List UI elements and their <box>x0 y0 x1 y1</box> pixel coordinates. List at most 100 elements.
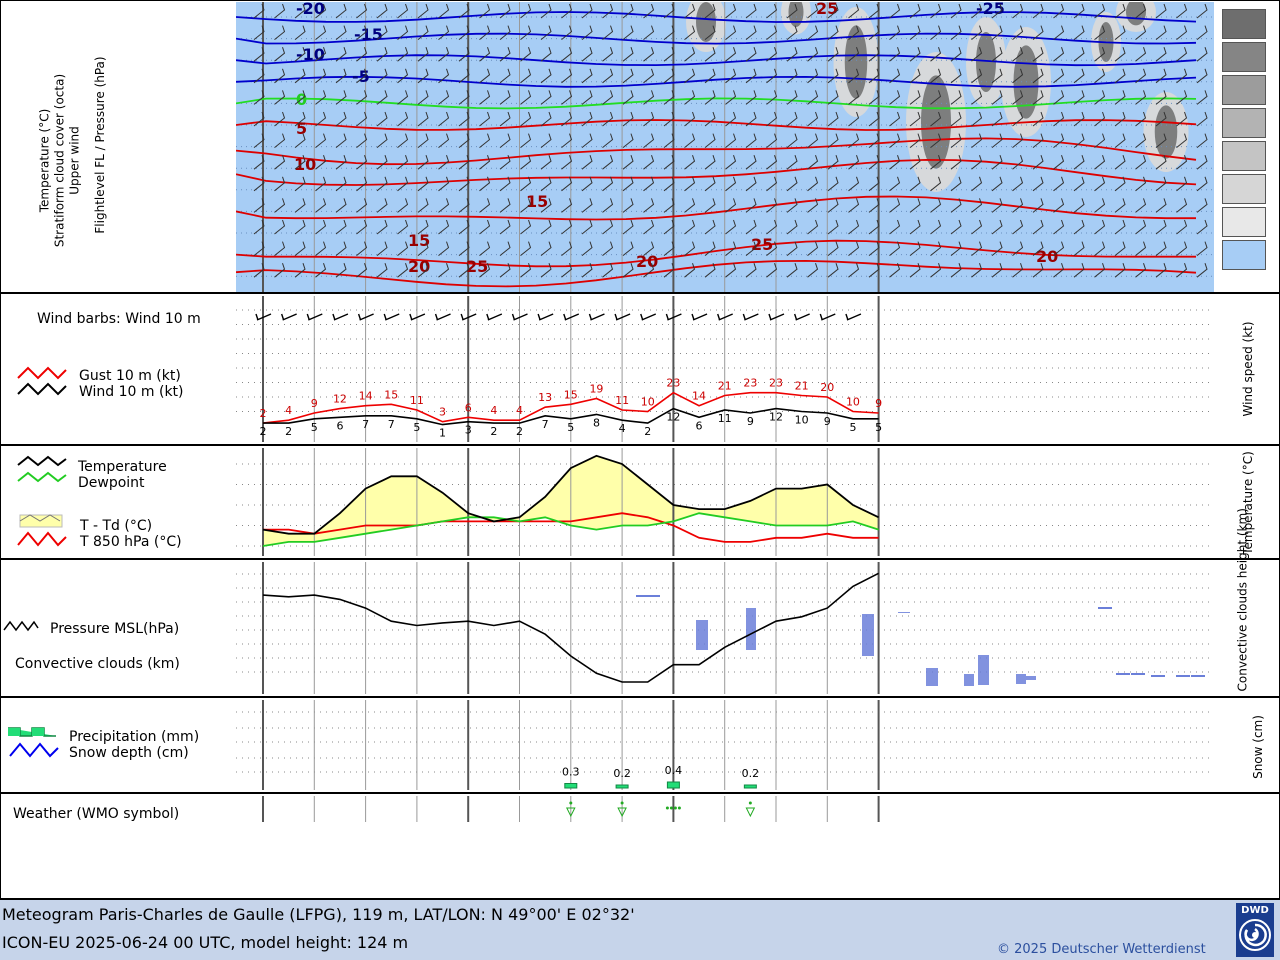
upper-wind-barb <box>356 47 368 62</box>
cloud-legend-box <box>1222 207 1266 237</box>
upper-wind-barb <box>479 47 491 62</box>
upper-wind-barb <box>663 176 675 192</box>
upper-wind-barb <box>602 176 614 192</box>
wind-data-label: 10 <box>795 414 809 427</box>
upper-wind-barb <box>991 47 1003 62</box>
surface-wind-barb <box>332 313 349 321</box>
pressure-chart <box>236 562 1214 694</box>
upper-wind-barb <box>1012 176 1024 192</box>
cloud-core <box>1154 105 1178 159</box>
gust-data-label: 11 <box>615 394 629 407</box>
upper-wind-barb <box>663 198 675 213</box>
upper-wind-barb <box>1073 241 1085 256</box>
upper-wind-barb <box>1196 176 1208 192</box>
wind-data-label: 5 <box>413 421 420 434</box>
upper-wind-barb <box>1114 219 1126 235</box>
upper-wind-barb <box>930 155 942 170</box>
upper-wind-barb <box>1176 176 1188 192</box>
upper-wind-barb <box>581 219 593 235</box>
upper-wind-barb <box>971 176 983 192</box>
upper-wind-barb <box>294 241 306 256</box>
upper-wind-barb <box>930 263 942 278</box>
gust-data-label: 4 <box>490 404 497 417</box>
upper-wind-barb <box>376 219 388 235</box>
flight-level-axis-title: Flightlevel FL / Pressure (hPa) <box>93 56 107 234</box>
gust-data-label: 2 <box>260 407 267 420</box>
wind-data-label: 5 <box>567 421 574 434</box>
surface-wind-barb <box>511 313 528 321</box>
upper-wind-barb <box>602 68 614 84</box>
upper-wind-barb <box>520 90 532 105</box>
wind-data-label: 2 <box>490 425 497 438</box>
drizzle-icon <box>669 806 673 810</box>
upper-wind-barb <box>294 176 306 192</box>
upper-wind-barb <box>1114 133 1126 148</box>
upper-wind-barb <box>376 133 388 148</box>
isotherm-label: 15 <box>526 192 548 211</box>
upper-wind-barb <box>520 133 532 148</box>
convective-cloud-bar <box>862 614 874 656</box>
isotherm-label: 25 <box>816 2 838 18</box>
surface-wind-barb <box>717 313 733 321</box>
upper-wind-barb <box>684 198 696 213</box>
upper-wind-barb <box>1012 90 1024 105</box>
precip-bar <box>666 781 680 789</box>
upper-wind-barb <box>520 111 532 127</box>
upper-wind-barb <box>499 133 511 148</box>
upper-wind-barb <box>807 47 819 62</box>
upper-wind-barb <box>1032 263 1044 278</box>
upper-wind-barb <box>971 198 983 213</box>
upper-wind-barb <box>356 68 368 84</box>
upper-wind-barb <box>827 111 839 127</box>
upper-wind-barb <box>889 111 901 127</box>
upper-wind-barb <box>335 198 347 213</box>
wind-data-label: 7 <box>542 418 549 431</box>
upper-wind-barb <box>294 263 306 278</box>
convective-cloud-bar <box>978 655 989 685</box>
isotherm-label: 25 <box>751 235 773 254</box>
cloud-legend-box <box>1222 240 1266 270</box>
upper-wind-barb <box>704 68 716 84</box>
upper-wind-barb <box>786 155 798 170</box>
upper-wind-barb <box>581 68 593 84</box>
upper-wind-barb <box>807 219 819 235</box>
surface-wind-barb <box>768 313 785 321</box>
upper-wind-barb <box>397 176 409 192</box>
upper-wind-barb <box>561 68 573 84</box>
cloud-core <box>844 25 868 99</box>
gust-data-label: 13 <box>538 391 552 404</box>
upper-wind-barb <box>335 47 347 62</box>
upper-wind-barb <box>745 133 757 148</box>
surface-wind-barb <box>460 313 477 321</box>
upper-wind-barb <box>725 111 737 127</box>
upper-wind-barb <box>1032 25 1044 40</box>
isotherm-label: -10 <box>296 45 325 64</box>
upper-wind-barb <box>991 263 1003 278</box>
upper-wind-barb <box>622 263 634 278</box>
upper-wind-barb <box>1135 263 1147 278</box>
upper-wind-barb <box>561 176 573 192</box>
upper-wind-barb <box>725 25 737 40</box>
gust-data-label: 9 <box>311 397 318 410</box>
upper-wind-barb <box>1053 198 1065 213</box>
upper-wind-barb <box>1135 111 1147 127</box>
upper-wind-barb <box>1176 25 1188 40</box>
gust-data-label: 9 <box>875 397 882 410</box>
upper-wind-barb <box>848 263 860 278</box>
isotherm-line <box>236 32 1197 45</box>
upper-wind-barb <box>725 198 737 213</box>
wind-axis-title: Wind speed (kt) <box>1241 321 1255 417</box>
upper-wind-barb <box>1114 241 1126 256</box>
upper-wind-barb <box>1135 68 1147 84</box>
gust-data-label: 15 <box>384 388 398 401</box>
upper-wind-barb <box>376 241 388 256</box>
gust-data-label: 4 <box>285 404 292 417</box>
upper-wind-barb <box>991 241 1003 256</box>
upper-wind-barb <box>1073 111 1085 127</box>
upper-wind-barb <box>827 25 839 40</box>
upper-wind-barb <box>520 25 532 40</box>
upper-wind-barb <box>1155 133 1167 148</box>
upper-wind-barb <box>1176 219 1188 235</box>
upper-wind-barb <box>909 176 921 192</box>
panel-separator <box>0 558 1280 560</box>
